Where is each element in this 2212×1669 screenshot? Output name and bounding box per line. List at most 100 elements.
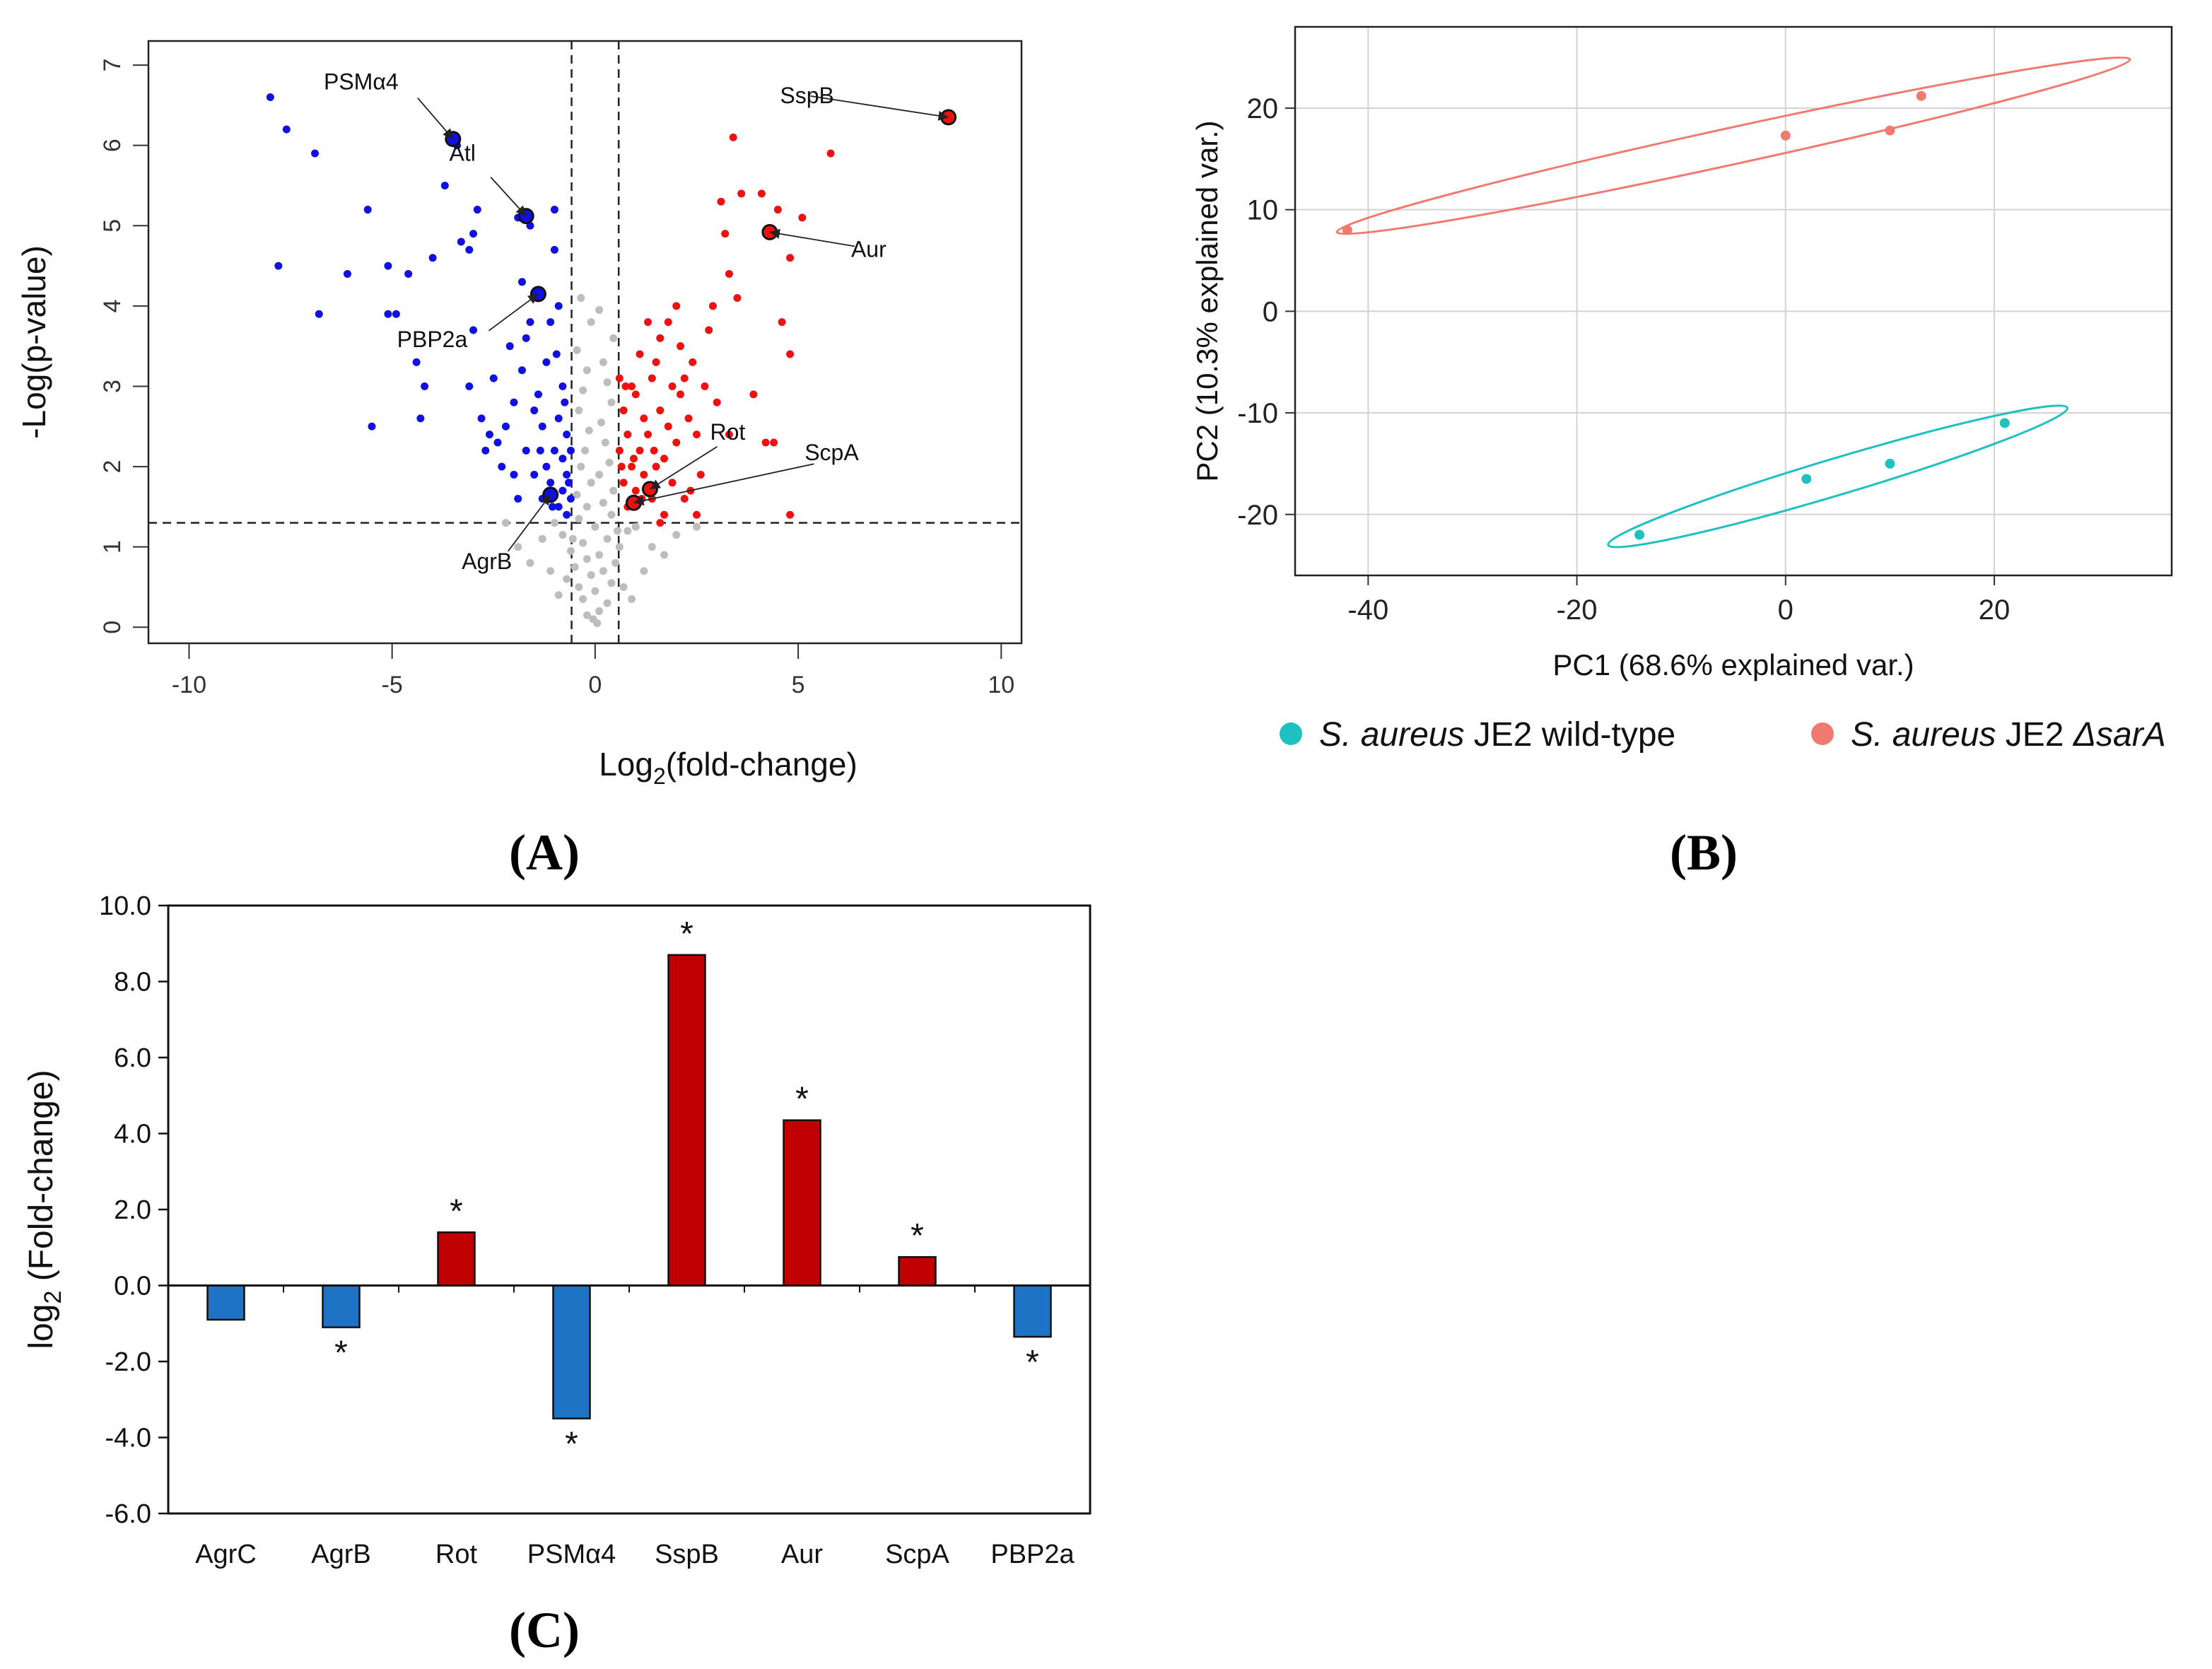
volcano-point-down (549, 503, 557, 511)
volcano-point-down (311, 149, 320, 158)
volcano-point-up (676, 390, 684, 399)
volcano-point-down (563, 431, 571, 439)
category-label: ScpA (885, 1540, 949, 1569)
volcano-point-ns (599, 567, 607, 575)
pca-legend: S. aureus JE2 wild-type S. aureus JE2 Δs… (1280, 716, 2166, 754)
y-tick-label: 4.0 (114, 1120, 151, 1149)
volcano-point-up (660, 510, 669, 519)
x-tick-label: -5 (382, 672, 403, 698)
y-tick-label: 10 (1247, 195, 1279, 226)
volcano-point-ns (603, 378, 611, 387)
volcano-point-ns (672, 531, 681, 539)
volcano-point-up (786, 510, 795, 519)
volcano-point-up (684, 414, 693, 423)
volcano-point-ns (660, 551, 669, 559)
bar-ScpA (898, 1255, 937, 1287)
volcano-point-ns (583, 366, 591, 375)
volcano-point-ns (538, 534, 546, 543)
volcano-point-ns (573, 491, 581, 499)
y-tick-label: -4.0 (105, 1424, 151, 1453)
category-label: AgrB (311, 1540, 370, 1569)
y-tick-label: 5 (99, 219, 126, 233)
pca-y-axis-label: PC2 (10.3% explained var.) (1190, 120, 1224, 481)
volcano-point-down (538, 422, 546, 431)
bar-y-axis-label: log2 (Fold-change) (23, 1070, 66, 1349)
y-tick-label: 1 (99, 540, 126, 554)
volcano-point-ns (583, 555, 591, 563)
volcano-point-up (617, 462, 626, 471)
volcano-point-ns (566, 546, 575, 555)
volcano-point-ns (631, 522, 640, 531)
volcano-point-down (274, 262, 283, 270)
bar-AgrB (322, 1284, 361, 1328)
volcano-point-down (522, 334, 530, 342)
volcano-plot: -10 -5 0 5 10 0 1 2 3 4 5 6 7 PSMα4 Atl PBP2a AgrB SspB A… (16, 40, 1023, 881)
volcano-point-ns (609, 334, 618, 342)
volcano-point-down (510, 470, 518, 479)
volcano-point-up (628, 382, 636, 390)
volcano-point-down (392, 310, 400, 318)
annotation-arrow-line (769, 231, 855, 247)
volcano-point-ns (514, 543, 522, 551)
y-tick-label: 10.0 (99, 891, 151, 921)
significance-star: * (565, 1426, 578, 1463)
volcano-point-ns (593, 619, 602, 628)
volcano-point-up (749, 390, 758, 399)
volcano-point-up (636, 446, 644, 455)
pca-point-1 (1885, 125, 1895, 136)
legend-label-sara: S. aureus JE2 ΔsarA (1851, 716, 2166, 754)
volcano-point-ns (607, 398, 616, 406)
significance-star: * (450, 1193, 463, 1230)
volcano-point-ns (611, 558, 620, 567)
pca-point-0 (1885, 458, 1895, 469)
volcano-point-up (668, 479, 677, 487)
volcano-point-up (644, 431, 653, 439)
volcano-point-down (421, 382, 429, 390)
volcano-point-up (733, 294, 742, 303)
bar-PBP2a (1013, 1284, 1052, 1338)
volcano-point-down (282, 125, 291, 134)
volcano-point-ns (570, 563, 579, 571)
significance-star: * (680, 915, 694, 953)
annotation-arrow-head (633, 496, 645, 506)
confidence-ellipse-0 (1607, 404, 2068, 549)
volcano-point-ns (554, 591, 563, 599)
volcano-point-down (501, 422, 510, 431)
y-tick-label: -6.0 (105, 1499, 151, 1529)
annotation-arrow-head (515, 205, 527, 216)
volcano-point-down (554, 302, 563, 310)
volcano-point-up (721, 230, 730, 238)
volcano-point-down (412, 358, 421, 366)
volcano-point-up (696, 470, 705, 479)
volcano-point-up (692, 510, 701, 519)
volcano-point-ns (550, 519, 558, 527)
volcano-point-ns (501, 519, 510, 527)
y-tick-label: 3 (99, 380, 126, 393)
volcano-point-up (640, 470, 648, 479)
annotation-arrow-line (488, 293, 539, 332)
volcano-point-up (631, 390, 640, 399)
bar-chart-frame (167, 904, 1092, 1515)
volcano-point-ns (628, 595, 636, 604)
volcano-point-up (729, 133, 737, 141)
legend-marker-wild-type (1280, 722, 1302, 745)
volcano-point-down (558, 455, 567, 463)
volcano-point-ns (595, 607, 604, 616)
volcano-point-ns (579, 386, 587, 394)
x-tick-label: -20 (1557, 595, 1598, 626)
volcano-point-down (554, 503, 563, 511)
significance-star: * (911, 1217, 924, 1255)
y-tick-label: -10 (1237, 398, 1278, 429)
volcano-point-ns (607, 510, 616, 519)
volcano-point-up (664, 318, 672, 327)
volcano-point-up (757, 189, 766, 198)
annotation-arrow-line (649, 446, 718, 490)
volcano-point-ns (615, 543, 624, 551)
volcano-point-ns (583, 503, 591, 511)
volcano-point-up (725, 431, 733, 439)
volcano-point-down (563, 510, 571, 519)
volcano-point-down (534, 390, 542, 399)
volcano-point-up (672, 438, 681, 447)
volcano-point-down (536, 446, 544, 455)
annotation-label: Aur (851, 236, 886, 262)
